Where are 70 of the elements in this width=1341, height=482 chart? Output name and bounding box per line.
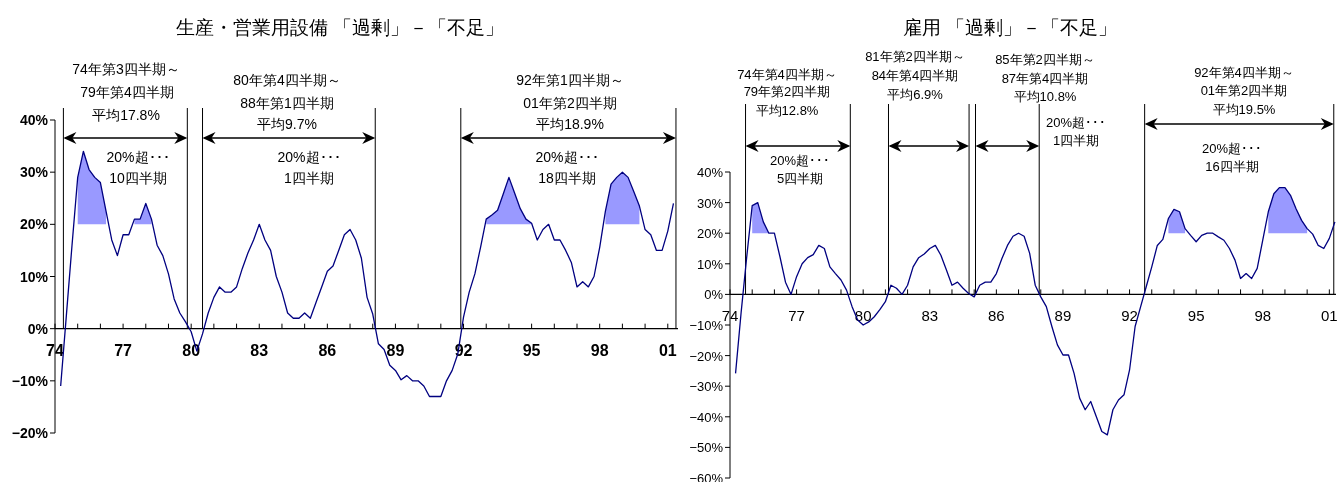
- text: 平均19.5%: [1212, 102, 1276, 117]
- text: 1四半期: [1052, 133, 1100, 148]
- text: 平均6.9%: [887, 87, 944, 102]
- x-tick-label: 77: [114, 341, 133, 359]
- annotation: 平均9.7%: [257, 116, 317, 132]
- x-tick-label: 89: [386, 341, 405, 359]
- x-tick-label: 74: [721, 307, 739, 325]
- y-tick-label: −40%: [689, 409, 724, 425]
- text: 85年第2四半期～: [995, 52, 1095, 67]
- x-tick-label: 95: [1187, 307, 1205, 325]
- y-tick-label: 40%: [19, 112, 49, 128]
- x-tick-label: 83: [250, 341, 269, 359]
- annotation: 20%超･･･: [106, 149, 170, 165]
- annotation: 平均17.8%: [92, 107, 160, 123]
- text: 81年第2四半期～: [865, 49, 965, 64]
- x-tick-label: 83: [921, 307, 939, 325]
- text: 平均12.8%: [755, 103, 819, 118]
- annotation: 1四半期: [284, 170, 334, 186]
- y-tick-label: −10%: [11, 372, 49, 389]
- text: 79年第2四半期: [743, 84, 831, 99]
- text: 20%超･･･: [1201, 141, 1263, 156]
- x-tick-label: 98: [590, 341, 609, 359]
- annotation: 18四半期: [538, 170, 596, 186]
- x-tick-label: 80: [854, 307, 872, 325]
- y-tick-label: −30%: [689, 379, 724, 395]
- chart-title: 生産・営業用設備 「過剰」－「不足」: [175, 17, 505, 38]
- annotation: 20%超･･･: [277, 149, 341, 165]
- y-tick-label: 10%: [696, 256, 724, 272]
- annotation: 10四半期: [109, 170, 167, 186]
- text: 87年第4四半期: [1001, 71, 1089, 86]
- y-tick-label: 20%: [696, 226, 724, 242]
- y-tick-label: −20%: [689, 348, 724, 364]
- text: 92年第1四半期～: [516, 72, 624, 88]
- text: 74年第4四半期～: [737, 67, 837, 82]
- text: 平均10.8%: [1013, 89, 1077, 104]
- y-tick-label: 0%: [704, 287, 724, 303]
- annotation: 5四半期: [776, 171, 824, 186]
- x-tick-label: 77: [788, 307, 805, 325]
- text: 01年第2四半期: [523, 95, 617, 111]
- y-tick-label: 30%: [19, 164, 49, 181]
- x-tick-label: 92: [1121, 307, 1138, 325]
- y-tick-label: 20%: [19, 216, 49, 233]
- x-tick-label: 89: [1054, 307, 1072, 325]
- annotation: 20%超･･･: [535, 149, 599, 165]
- x-tick-label: 80: [182, 341, 201, 359]
- text: 80年第4四半期～: [233, 72, 341, 88]
- y-tick-label: −50%: [689, 440, 724, 456]
- annotation: 平均18.9%: [536, 116, 604, 132]
- text: 88年第1四半期: [240, 95, 334, 111]
- x-tick-label: 98: [1254, 307, 1272, 325]
- y-tick-label: 40%: [696, 165, 724, 180]
- x-tick-label: 86: [318, 341, 337, 359]
- text: 84年第4四半期: [871, 68, 959, 83]
- x-tick-label: 86: [988, 307, 1005, 325]
- y-tick-label: 30%: [696, 195, 724, 211]
- text: 20%超･･･: [1045, 115, 1107, 130]
- text: 20%超･･･: [769, 153, 831, 168]
- x-tick-label: 95: [522, 341, 541, 359]
- y-tick-label: 0%: [27, 320, 49, 337]
- text: 01年第2四半期: [1200, 83, 1288, 98]
- chart-title: 雇用 「過剰」－「不足」: [902, 17, 1118, 38]
- y-tick-label: −20%: [11, 425, 49, 441]
- annotation: 16四半期: [1205, 159, 1259, 174]
- x-tick-label: 01: [658, 341, 677, 359]
- x-tick-label: 01: [1321, 307, 1338, 325]
- text: 92年第4四半期～: [1194, 65, 1294, 80]
- text: 79年第4四半期: [80, 84, 174, 100]
- text: 74年第3四半期～: [72, 61, 180, 77]
- y-tick-label: −10%: [689, 318, 724, 333]
- y-tick-label: 10%: [19, 268, 49, 285]
